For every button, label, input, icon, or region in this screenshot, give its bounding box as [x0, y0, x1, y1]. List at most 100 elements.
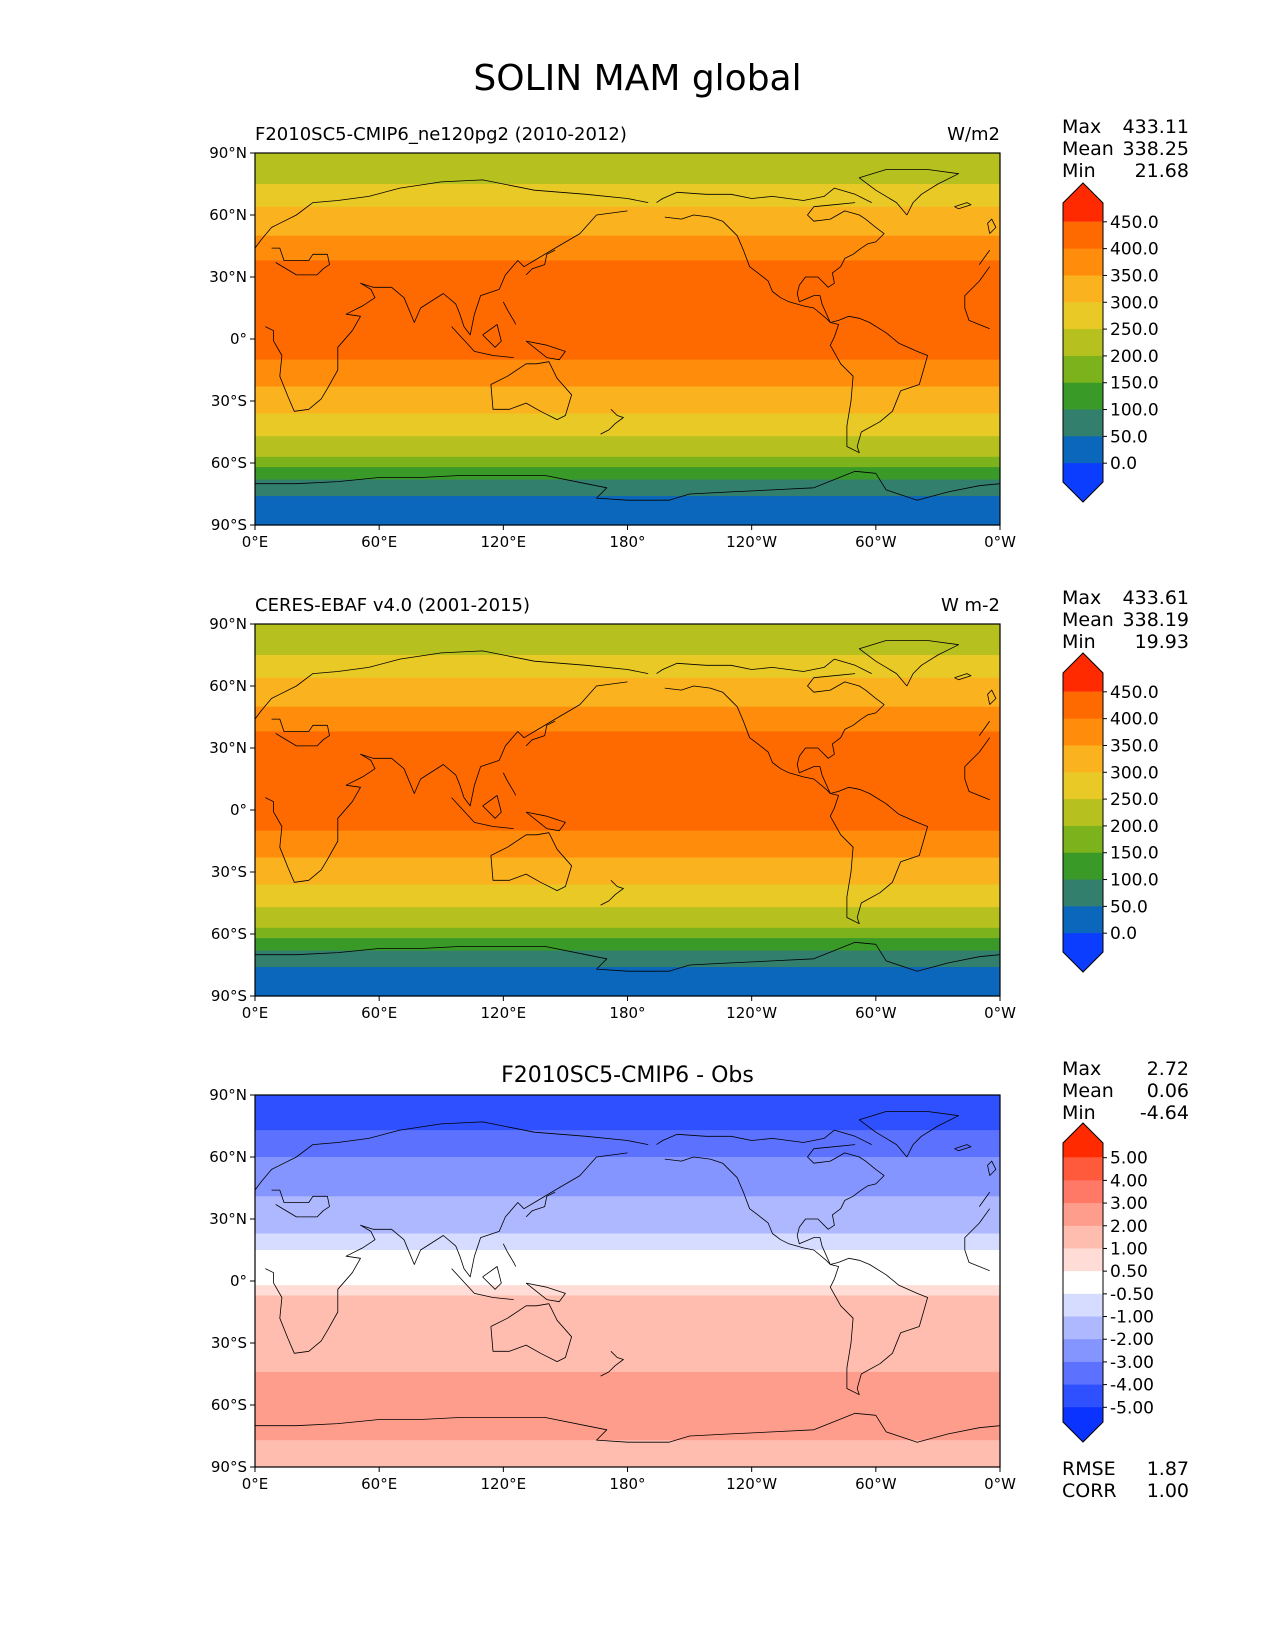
coastline-10 — [664, 214, 928, 454]
y-tick-label: 90°S — [211, 987, 247, 1005]
y-tick-label: 60°N — [209, 206, 247, 224]
field-band-11 — [255, 479, 1000, 497]
panel-units: W/m2 — [947, 124, 1000, 145]
stat-min-value: 21.68 — [1135, 160, 1189, 182]
field-band-11 — [255, 950, 1000, 968]
colorbar-swatch — [1063, 355, 1103, 384]
coastline-4 — [451, 797, 514, 829]
colorbar-label: -1.00 — [1110, 1308, 1154, 1328]
colorbar-swatch — [1063, 1225, 1103, 1249]
field-band-1 — [255, 1130, 1000, 1158]
stat-rmse-label: RMSE — [1062, 1458, 1116, 1480]
coastline-15 — [255, 941, 1001, 972]
colorbar-swatch — [1063, 248, 1103, 276]
coastline-5 — [482, 324, 502, 348]
field-band-5 — [255, 1250, 1000, 1286]
x-tick-label: 120°E — [481, 1475, 527, 1493]
colorbar-swatch — [1063, 329, 1103, 357]
stat-mean-label: Mean — [1062, 138, 1114, 160]
colorbar-label: -2.00 — [1110, 1330, 1154, 1350]
colorbar-label: 450.0 — [1110, 683, 1159, 703]
field-band-10 — [255, 467, 1000, 481]
colorbar-swatch — [1063, 933, 1103, 972]
coastline-1 — [265, 210, 991, 412]
x-tick-label: 60°W — [855, 1475, 897, 1493]
colorbar-label: 350.0 — [1110, 736, 1159, 756]
stat-min-label: Min — [1062, 631, 1096, 653]
colorbar-swatch — [1063, 852, 1103, 881]
coastline-14 — [954, 673, 972, 681]
field-band-6 — [255, 857, 1000, 885]
colorbar-swatch — [1063, 183, 1103, 222]
coastline-12 — [858, 1111, 959, 1158]
x-tick-label: 60°W — [855, 1004, 897, 1022]
field-band-4 — [255, 1233, 1000, 1251]
colorbar-label: 100.0 — [1110, 871, 1159, 891]
colorbar-swatch — [1063, 1180, 1103, 1204]
colorbar-label: 250.0 — [1110, 790, 1159, 810]
coastline-4 — [451, 1268, 514, 1300]
coastline-1 — [265, 1152, 991, 1354]
stat-mean-value: 338.25 — [1123, 138, 1189, 160]
coastline-6 — [525, 1282, 566, 1303]
colorbar-swatch — [1063, 879, 1103, 907]
x-tick-label: 60°E — [361, 1004, 397, 1022]
field-band-0 — [255, 1095, 1000, 1131]
y-tick-label: 60°N — [209, 1148, 247, 1166]
coastline-12 — [858, 640, 959, 687]
colorbar-label: -0.50 — [1110, 1285, 1154, 1305]
field-band-8 — [255, 907, 1000, 929]
coastline-3 — [600, 880, 624, 906]
colorbar-swatch — [1063, 1384, 1103, 1408]
colorbar-swatch — [1063, 1339, 1103, 1363]
field-band-7 — [255, 413, 1000, 437]
y-tick-label: 30°S — [211, 863, 247, 881]
colorbar-label: 5.00 — [1110, 1149, 1148, 1169]
colorbar-swatch — [1063, 799, 1103, 827]
stat-max-label: Max — [1062, 116, 1101, 138]
field-band-9 — [255, 1440, 1000, 1468]
coastline-2 — [490, 1303, 572, 1362]
colorbar-label: 3.00 — [1110, 1194, 1148, 1214]
coastline-5 — [482, 795, 502, 819]
panel-title: CERES-EBAF v4.0 (2001-2015) — [255, 595, 530, 616]
coastline-2 — [490, 361, 572, 420]
field-band-8 — [255, 436, 1000, 458]
colorbar-label: 150.0 — [1110, 844, 1159, 864]
coastline-10 — [664, 1156, 928, 1396]
coastline-8 — [525, 1191, 556, 1218]
coastline-9 — [656, 1129, 872, 1145]
field-band-7 — [255, 1295, 1000, 1373]
stat-mean-label: Mean — [1062, 609, 1114, 631]
colorbar-swatch — [1063, 718, 1103, 746]
y-tick-label: 90°S — [211, 1458, 247, 1476]
colorbar-swatch — [1063, 1248, 1103, 1272]
colorbar-swatch — [1063, 409, 1103, 437]
colorbar-label: 400.0 — [1110, 710, 1159, 730]
coastline-6 — [525, 811, 566, 832]
colorbar-swatch — [1063, 221, 1103, 250]
colorbar-label: 50.0 — [1110, 897, 1148, 917]
stat-mean-value: 0.06 — [1147, 1080, 1189, 1102]
panel-units: W m-2 — [941, 595, 1000, 616]
coastline-1 — [265, 681, 991, 883]
y-tick-label: 60°S — [211, 454, 247, 472]
colorbar-swatch — [1063, 302, 1103, 330]
field-band-3 — [255, 706, 1000, 733]
y-tick-label: 60°S — [211, 925, 247, 943]
colorbar-label: 200.0 — [1110, 817, 1159, 837]
colorbar-swatch — [1063, 1157, 1103, 1181]
colorbar-swatch — [1063, 1123, 1103, 1158]
colorbar-swatch — [1063, 906, 1103, 934]
x-tick-label: 60°E — [361, 533, 397, 551]
coastline-0 — [254, 1121, 991, 1207]
coastline-10 — [664, 685, 928, 925]
colorbar-label: 0.0 — [1110, 924, 1137, 944]
colorbar-label: 4.00 — [1110, 1171, 1148, 1191]
field-band-2 — [255, 1157, 1000, 1197]
coastline-0 — [254, 650, 991, 736]
field-band-2 — [255, 206, 1000, 237]
field-band-6 — [255, 1285, 1000, 1297]
colorbar-label: 1.00 — [1110, 1239, 1148, 1259]
